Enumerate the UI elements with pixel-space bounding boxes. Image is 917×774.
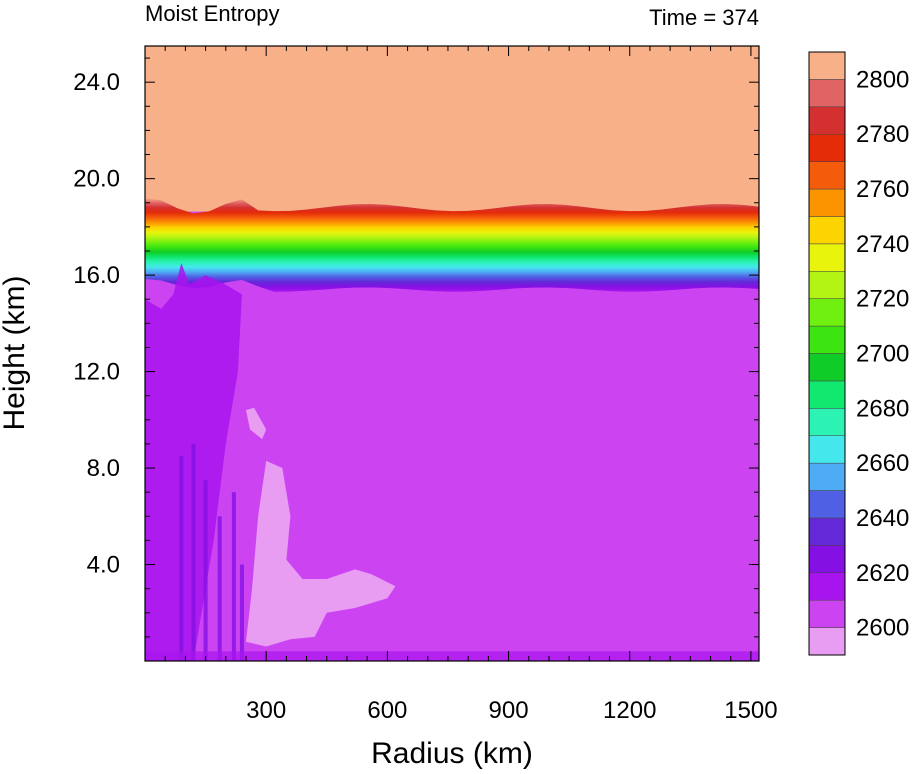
x-axis: 300 600 900 1200 1500 bbox=[164, 46, 778, 724]
colorbar-frame bbox=[808, 51, 846, 656]
colorbar-swatch bbox=[808, 353, 846, 382]
y-axis: 4.0 8.0 12.0 16.0 20.0 24.0 bbox=[73, 57, 759, 638]
colorbar-swatch bbox=[808, 106, 846, 135]
y-tick-label: 24.0 bbox=[73, 69, 120, 96]
colorbar-swatch bbox=[808, 325, 846, 354]
plot-frame bbox=[144, 45, 760, 662]
x-axis-label: Radius (km) bbox=[371, 737, 533, 770]
streak bbox=[203, 480, 208, 661]
chart-title-right: Time = 374 bbox=[649, 5, 759, 30]
y-tick-label: 16.0 bbox=[73, 262, 120, 289]
colorbar-swatch bbox=[808, 408, 846, 436]
colorbar-swatch bbox=[808, 51, 846, 80]
colorbar-swatch bbox=[808, 216, 846, 245]
colorbar-swatch bbox=[808, 627, 846, 656]
upper-level-fill bbox=[145, 46, 759, 212]
colorbar-label: 2600 bbox=[856, 615, 909, 642]
colorbar-swatch bbox=[808, 490, 846, 519]
colorbar-label: 2660 bbox=[856, 450, 909, 477]
tropopause-band bbox=[145, 197, 759, 292]
colorbar-swatch bbox=[808, 271, 846, 299]
low-entropy-pocket-upper bbox=[245, 407, 267, 440]
colorbar-swatch bbox=[808, 298, 846, 327]
streak bbox=[231, 492, 236, 661]
colorbar-swatch bbox=[808, 572, 846, 601]
colorbar-label: 2740 bbox=[856, 231, 909, 258]
chart-title-left: Moist Entropy bbox=[145, 1, 280, 26]
colorbar-swatch bbox=[808, 133, 846, 162]
streak bbox=[179, 456, 184, 661]
x-tick-label: 300 bbox=[246, 697, 286, 724]
colorbar-swatch bbox=[808, 545, 846, 574]
y-axis-label: Height (km) bbox=[0, 275, 31, 430]
colorbar-swatch bbox=[808, 599, 846, 628]
colorbar-label: 2760 bbox=[856, 176, 909, 203]
streak bbox=[239, 564, 244, 661]
colorbar-label: 2680 bbox=[856, 395, 909, 422]
colorbar-label: 2700 bbox=[856, 341, 909, 368]
colorbar-swatch bbox=[808, 517, 846, 546]
streak bbox=[217, 516, 222, 661]
colorbar-swatch bbox=[808, 161, 846, 190]
surface-layer bbox=[145, 651, 759, 661]
near-surface-streaks bbox=[145, 443, 759, 661]
colorbar-label: 2720 bbox=[856, 286, 909, 313]
contour-plot-area bbox=[145, 46, 759, 661]
y-tick-label: 20.0 bbox=[73, 166, 120, 193]
colorbar-swatch bbox=[808, 462, 846, 491]
colorbar-label: 2620 bbox=[856, 560, 909, 587]
colorbar-swatch bbox=[808, 380, 846, 409]
x-tick-label: 600 bbox=[367, 697, 407, 724]
low-entropy-pocket bbox=[245, 460, 396, 647]
colorbar-swatch bbox=[808, 435, 846, 464]
x-tick-label: 1500 bbox=[724, 697, 777, 724]
colorbar-label: 2640 bbox=[856, 505, 909, 532]
y-tick-label: 12.0 bbox=[73, 359, 120, 386]
x-tick-label: 1200 bbox=[603, 697, 656, 724]
colorbar-swatch bbox=[808, 243, 846, 272]
streak bbox=[191, 443, 196, 661]
y-tick-label: 4.0 bbox=[87, 552, 120, 579]
colorbar-label: 2800 bbox=[856, 66, 909, 93]
colorbar-swatch bbox=[808, 79, 846, 108]
y-tick-label: 8.0 bbox=[87, 455, 120, 482]
x-tick-label: 900 bbox=[489, 697, 529, 724]
colorbar-label: 2780 bbox=[856, 121, 909, 148]
colorbar-swatch bbox=[808, 188, 846, 217]
colorbar: 2600 2620 2640 2660 2680 2700 2720 2740 2760 2780… bbox=[808, 51, 909, 656]
